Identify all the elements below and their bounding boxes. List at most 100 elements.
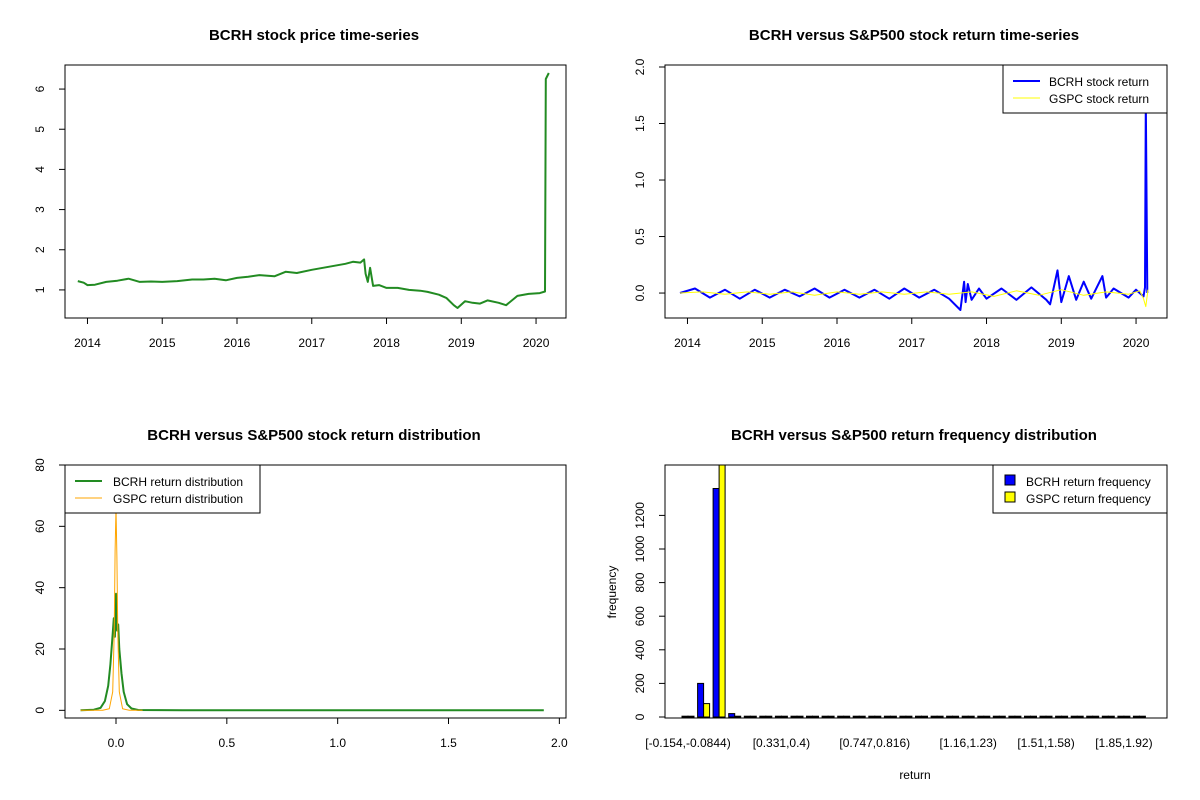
distribution-series-group [80,507,544,712]
frequency-bar-bcrh [992,715,1000,718]
frequency-bar-bcrh [1101,715,1109,718]
return-xtick-label: 2019 [1048,336,1075,350]
frequency-bar-bcrh [1117,715,1125,718]
frequency-bar-gspc [858,715,866,718]
frequency-bar-gspc [1092,715,1100,718]
frequency-legend-box [992,464,1168,514]
price-xtick-label: 2016 [224,336,251,350]
frequency-ytick-label: 0 [633,713,647,720]
distribution-y-axis: 0 20 40 60 80 [33,458,65,714]
distribution-series-gspc [80,507,143,711]
frequency-bar-gspc [1030,715,1037,718]
price-xtick-label: 2015 [149,336,176,350]
return-timeseries-chart: BCRH versus S&P500 stock return time-ser… [633,27,1168,350]
frequency-bar-gspc [936,715,944,718]
price-series-group [77,72,550,309]
frequency-bar-bcrh [1132,715,1140,718]
frequency-bar-bcrh [915,715,922,718]
frequency-bar-bcrh [977,715,985,718]
frequency-bar-gspc [827,715,835,718]
return-ytick-label: 1.0 [633,171,647,188]
frequency-bar-gspc [983,715,991,718]
frequency-bar-bcrh [697,682,705,718]
price-xtick-label: 2019 [448,336,475,350]
distribution-xtick-label: 2.0 [551,736,568,750]
legend-swatch-gspc-frequency [1004,491,1016,503]
frequency-bar-bcrh [728,713,736,718]
frequency-bar-bcrh [1024,715,1031,718]
frequency-bar-gspc [952,715,960,718]
price-ytick-label: 6 [33,85,47,92]
return-ytick-label: 2.0 [633,58,647,75]
frequency-bar-gspc [967,715,975,718]
frequency-bar-gspc [765,715,773,718]
frequency-bar-gspc [1138,715,1146,718]
legend-label-gspc-return: GSPC stock return [1049,92,1149,106]
frequency-bar-bcrh [1039,715,1047,718]
frequency-bar-gspc [874,715,882,718]
legend-label-gspc-frequency: GSPC return frequency [1026,492,1151,506]
distribution-xtick-label: 1.5 [440,736,457,750]
frequency-xtick-label: [-0.154,-0.0844) [645,736,730,750]
frequency-bar-gspc [1076,715,1084,718]
frequency-ytick-label: 1200 [633,502,647,529]
return-x-axis: 2014 2015 2016 2017 2018 2019 2020 [674,318,1150,350]
legend-swatch-bcrh-frequency [1004,474,1016,486]
return-xtick-label: 2017 [898,336,925,350]
price-xtick-label: 2018 [373,336,400,350]
frequency-xtick-label: [0.331,0.4) [753,736,810,750]
frequency-ytick-label: 800 [633,572,647,592]
frequency-xtick-label: [0.747,0.816) [839,736,910,750]
frequency-bar-bcrh [743,715,751,718]
frequency-bar-gspc [718,464,726,718]
frequency-bar-gspc [1123,715,1131,718]
price-chart: BCRH stock price time-series 2014 2015 201… [33,27,567,350]
return-series-group [679,99,1149,311]
price-chart-title: BCRH stock price time-series [209,27,419,44]
distribution-ytick-label: 20 [33,642,47,656]
distribution-ytick-label: 40 [33,581,47,595]
frequency-bar-bcrh [930,715,938,718]
frequency-bar-bcrh [790,715,798,718]
return-ytick-label: 0.0 [633,284,647,301]
frequency-y-axis: 0 200 400 600 800 1000 1200 [633,502,665,720]
return-plot-frame [664,64,1168,319]
frequency-plot-frame [664,464,1168,719]
frequency-bar-gspc [796,715,804,718]
frequency-bar-gspc [1061,715,1069,718]
frequency-bar-bcrh [806,715,813,718]
frequency-ytick-label: 200 [633,673,647,693]
distribution-ytick-label: 0 [33,707,47,714]
price-plot-frame [64,64,567,319]
frequency-bar-gspc [1045,715,1053,718]
frequency-bar-bcrh [868,715,876,718]
frequency-bar-gspc [812,715,819,718]
price-y-axis: 1 2 3 4 5 6 [33,85,65,293]
return-xtick-label: 2020 [1123,336,1150,350]
legend-label-bcrh-return: BCRH stock return [1049,75,1149,89]
frequency-bar-bcrh [759,715,767,718]
frequency-chart-title: BCRH versus S&P500 return frequency dist… [731,427,1097,444]
price-x-axis: 2014 2015 2016 2017 2018 2019 2020 [74,318,550,350]
frequency-bar-bcrh [961,715,969,718]
frequency-chart: BCRH versus S&P500 return frequency dist… [605,427,1168,782]
distribution-chart-title: BCRH versus S&P500 stock return distribu… [147,427,480,444]
frequency-xtick-label: [1.85,1.92) [1095,736,1152,750]
frequency-bars-group [681,464,1146,718]
legend-label-bcrh-distribution: BCRH return distribution [113,475,243,489]
frequency-bar-gspc [889,715,897,718]
return-ytick-label: 1.5 [633,115,647,132]
price-ytick-label: 3 [33,206,47,213]
frequency-ytick-label: 600 [633,606,647,626]
price-series-bcrh [77,72,550,309]
frequency-y-axis-label: frequency [605,566,619,619]
distribution-legend-box [64,464,261,514]
frequency-xtick-label: [1.51,1.58) [1017,736,1074,750]
price-ytick-label: 2 [33,246,47,253]
frequency-x-axis: [-0.154,-0.0844) [0.331,0.4) [0.747,0.816)… [645,736,1152,750]
price-xtick-label: 2020 [523,336,550,350]
frequency-x-axis-label: return [899,768,930,782]
frequency-bar-bcrh [681,715,689,718]
frequency-bar-bcrh [712,488,720,718]
